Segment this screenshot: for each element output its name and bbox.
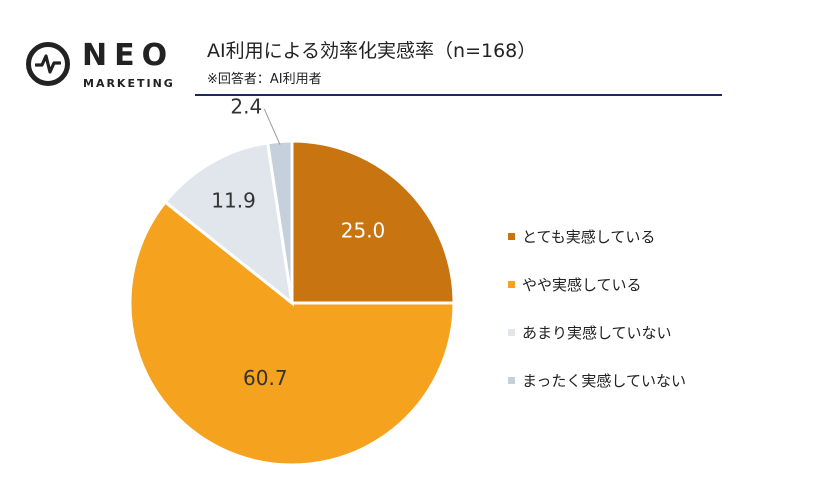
title-divider: [195, 94, 722, 96]
legend-swatch: [508, 377, 515, 384]
logo-mark-icon: [26, 42, 70, 86]
pie-slice-3: [163, 141, 295, 307]
legend-item: やや実感している: [508, 274, 642, 295]
slice-leader-line: [263, 108, 281, 145]
legend-item: あまり実感していない: [508, 322, 672, 343]
legend-label: まったく実感していない: [522, 372, 686, 390]
slice-value-label: 60.7: [243, 366, 288, 390]
legend-swatch: [508, 233, 515, 240]
legend-label: あまり実感していない: [522, 324, 672, 342]
logo-wordmark: NEO: [82, 38, 175, 73]
pie-slice-2: [128, 199, 456, 467]
legend-swatch: [508, 329, 515, 336]
legend-swatch: [508, 281, 515, 288]
chart-title: AI利用による効率化実感率（n=168）: [207, 40, 537, 62]
brand-logo: NEO MARKETING: [26, 38, 176, 94]
chart-subtitle: ※回答者：AI利用者: [207, 72, 322, 87]
logo-subtext: MARKETING: [83, 77, 175, 90]
pie-slice-4: [265, 139, 294, 304]
pie-slice-1: [290, 139, 456, 305]
slice-value-label: 25.0: [341, 218, 386, 242]
legend-item: とても実感している: [508, 226, 655, 247]
legend-label: とても実感している: [522, 228, 656, 246]
slice-value-label: 11.9: [211, 189, 256, 213]
slice-value-label: 2.4: [230, 95, 262, 119]
legend-item: まったく実感していない: [508, 370, 686, 391]
legend-label: やや実感している: [522, 276, 642, 294]
